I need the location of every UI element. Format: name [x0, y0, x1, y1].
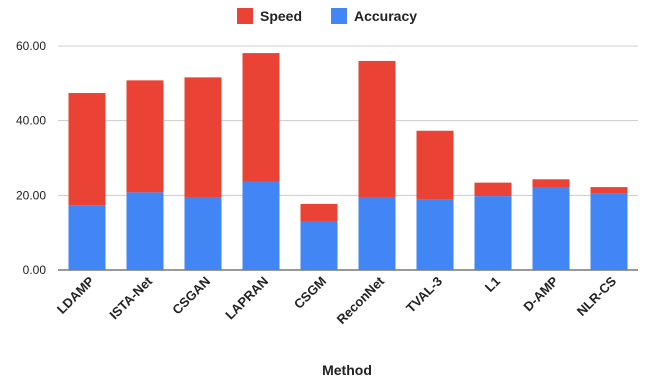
x-tick-label: LDAMP: [54, 273, 98, 317]
x-axis-tick-labels: LDAMP ISTA-Net CSGAN LAPRAN CSGM ReconNet TVAL…: [54, 273, 620, 327]
legend-swatch-accuracy: [331, 8, 347, 24]
bar-accuracy-l1: [474, 196, 512, 270]
legend-label-speed: Speed: [260, 8, 302, 24]
y-tick-label: 60.00: [16, 39, 46, 53]
bar-accuracy-ista-net: [126, 192, 164, 270]
bar-accuracy-reconnet: [358, 197, 396, 270]
y-axis-tick-labels: 0.00 20.00 40.00 60.00: [16, 39, 46, 277]
bar-speed-ldamp: [68, 93, 106, 206]
legend-label-accuracy: Accuracy: [354, 8, 417, 24]
bar-accuracy-d-amp: [532, 187, 570, 270]
bar-accuracy-ldamp: [68, 205, 106, 270]
x-tick-label: ISTA-Net: [106, 273, 155, 322]
bar-speed-d-amp: [532, 179, 570, 188]
x-tick-label: TVAL-3: [403, 274, 445, 316]
y-tick-label: 40.00: [16, 114, 46, 128]
x-axis-title: Method: [322, 362, 372, 377]
x-tick-label: ReconNet: [334, 273, 388, 327]
x-tick-label: CSGM: [291, 274, 329, 312]
x-tick-label: L1: [482, 274, 503, 295]
x-tick-label: D-AMP: [520, 273, 561, 314]
x-tick-label: NLR-CS: [574, 273, 620, 319]
bars: [68, 53, 628, 270]
bar-speed-ista-net: [126, 80, 164, 193]
x-tick-label: CSGAN: [169, 274, 213, 318]
bar-speed-lapran: [242, 53, 280, 182]
bar-speed-csgan: [184, 77, 222, 198]
bar-accuracy-tval-3: [416, 199, 454, 270]
legend: Speed Accuracy: [237, 8, 417, 24]
bar-speed-reconnet: [358, 60, 396, 198]
bar-speed-l1: [474, 182, 512, 197]
x-tick-label: LAPRAN: [222, 274, 271, 323]
bar-accuracy-lapran: [242, 181, 280, 270]
legend-swatch-speed: [237, 8, 253, 24]
y-tick-label: 0.00: [23, 263, 47, 277]
y-tick-label: 20.00: [16, 188, 46, 202]
bar-speed-tval-3: [416, 130, 454, 200]
bar-speed-nlr-cs: [590, 187, 628, 194]
bar-accuracy-csgm: [300, 221, 338, 270]
bar-accuracy-nlr-cs: [590, 193, 628, 270]
bar-speed-csgm: [300, 203, 338, 222]
bar-accuracy-csgan: [184, 197, 222, 270]
